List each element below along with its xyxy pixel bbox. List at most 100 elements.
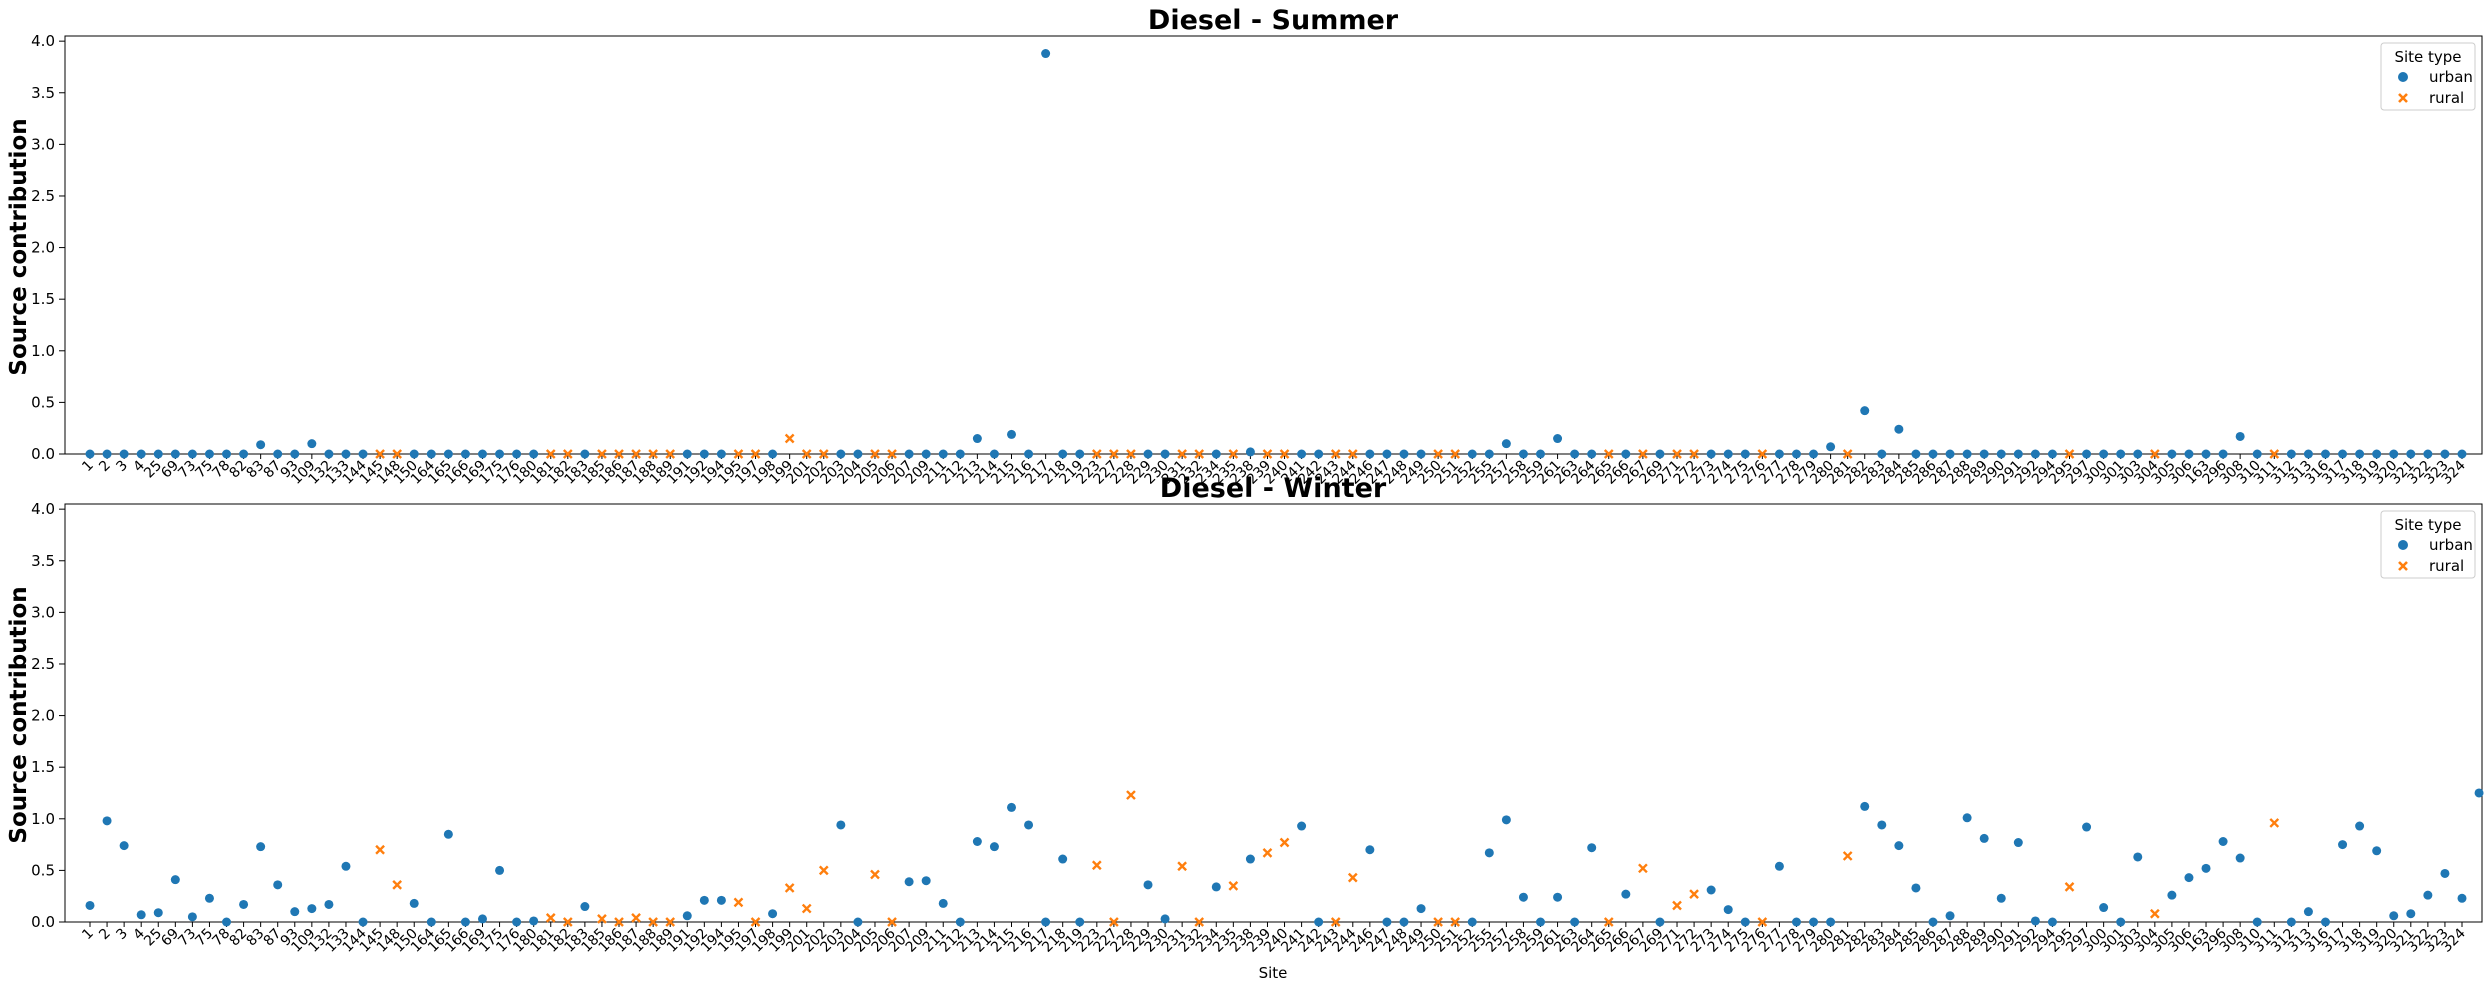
summer-point-urban — [2338, 449, 2348, 459]
summer-point-rural — [1126, 449, 1136, 459]
winter-point-urban — [682, 911, 692, 921]
winter-point-urban — [102, 816, 112, 826]
summer-chart-title: Diesel - Summer — [1148, 5, 1399, 36]
winter-point-urban — [768, 909, 778, 919]
winter-x-axis-label: Site — [1259, 964, 1288, 982]
winter-y-tick-label: 0.0 — [31, 913, 55, 931]
winter-point-rural — [1638, 863, 1648, 874]
summer-point-urban — [1501, 439, 1511, 449]
winter-point-urban — [1075, 917, 1085, 927]
summer-point-urban — [477, 449, 487, 459]
winter-point-urban — [2252, 917, 2262, 927]
winter-point-urban — [529, 916, 539, 926]
winter-legend-title: Site type — [2394, 516, 2461, 534]
summer-point-rural — [1177, 449, 1187, 459]
summer-point-urban — [153, 449, 163, 459]
winter-point-rural — [887, 917, 897, 927]
summer-point-rural — [1757, 449, 1768, 459]
winter-point-rural — [665, 917, 676, 927]
winter-point-urban — [1501, 815, 1511, 825]
winter-point-urban — [1587, 843, 1597, 853]
winter-point-urban — [699, 895, 709, 905]
winter-point-rural — [614, 917, 624, 927]
winter-x-tick-label: 3 — [113, 926, 131, 944]
winter-point-rural — [375, 844, 385, 855]
summer-point-urban — [2082, 449, 2092, 459]
winter-chart-title: Diesel - Winter — [1160, 473, 1387, 504]
summer-point-rural — [562, 449, 573, 459]
summer-point-urban — [119, 449, 129, 459]
winter-point-urban — [1570, 917, 1580, 927]
winter-point-urban — [1041, 917, 1051, 927]
summer-point-urban — [1058, 449, 1068, 459]
summer-point-rural — [887, 449, 897, 459]
summer-point-rural — [1228, 449, 1239, 459]
summer-point-urban — [1911, 449, 1921, 459]
winter-point-urban — [1314, 917, 1324, 927]
winter-point-urban — [2013, 838, 2023, 848]
summer-point-urban — [2355, 449, 2365, 459]
summer-point-urban — [1006, 429, 1016, 439]
summer-point-urban — [1877, 449, 1887, 459]
winter-point-rural — [631, 913, 641, 923]
summer-point-urban — [938, 449, 948, 459]
summer-point-urban — [2047, 449, 2057, 459]
summer-point-urban — [2116, 449, 2126, 459]
winter-point-rural — [392, 879, 403, 890]
winter-legend-rural-label: rural — [2429, 557, 2464, 575]
summer-point-urban — [1570, 449, 1580, 459]
summer-point-urban — [1791, 449, 1801, 459]
winter-point-urban — [85, 900, 95, 910]
winter-point-rural — [1842, 851, 1853, 861]
summer-point-urban — [1245, 447, 1255, 457]
winter-point-urban — [2201, 863, 2211, 873]
winter-point-rural — [1262, 848, 1273, 858]
summer-point-rural — [1433, 449, 1443, 459]
summer-point-urban — [989, 449, 999, 459]
winter-point-urban — [1655, 917, 1665, 927]
winter-y-tick-label: 2.0 — [31, 707, 55, 725]
summer-point-rural — [1279, 449, 1290, 459]
summer-y-tick-label: 4.0 — [31, 32, 55, 50]
summer-point-urban — [955, 449, 965, 459]
summer-point-rural — [1330, 449, 1341, 459]
summer-point-rural — [1450, 449, 1461, 459]
summer-y-tick-label: 0.5 — [31, 393, 55, 411]
summer-plot-frame — [64, 35, 2483, 455]
summer-point-urban — [1399, 449, 1409, 459]
summer-point-urban — [1621, 449, 1631, 459]
winter-y-tick-label: 0.5 — [31, 861, 55, 879]
summer-point-urban — [2133, 449, 2143, 459]
winter-point-urban — [2082, 822, 2092, 832]
summer-point-urban — [358, 449, 368, 459]
summer-point-urban — [2184, 449, 2194, 459]
winter-x-tick-label: 1 — [79, 926, 97, 944]
winter-point-urban — [2116, 917, 2126, 927]
winter-point-urban — [972, 836, 982, 846]
summer-point-rural — [1689, 449, 1699, 459]
summer-point-rural — [1109, 449, 1119, 459]
winter-point-urban — [2286, 917, 2296, 927]
winter-point-urban — [1723, 905, 1733, 915]
summer-point-urban — [1860, 406, 1870, 416]
winter-point-urban — [1058, 854, 1068, 864]
summer-point-urban — [1809, 449, 1819, 459]
summer-point-rural — [870, 449, 880, 459]
winter-point-rural — [733, 897, 744, 908]
summer-point-urban — [682, 449, 692, 459]
winter-point-urban — [409, 898, 419, 908]
winter-data-points — [85, 788, 2484, 927]
winter-point-urban — [307, 904, 317, 914]
summer-point-urban — [1143, 449, 1153, 459]
summer-point-rural — [648, 449, 658, 459]
winter-point-urban — [1484, 848, 1494, 858]
winter-point-urban — [1621, 889, 1631, 899]
summer-point-urban — [1416, 449, 1426, 459]
summer-point-rural — [392, 449, 403, 459]
winter-point-urban — [222, 917, 232, 927]
winter-point-urban — [904, 877, 914, 887]
summer-point-urban — [187, 449, 197, 459]
summer-point-urban — [1297, 449, 1307, 459]
summer-point-urban — [699, 449, 709, 459]
winter-point-urban — [273, 880, 283, 890]
